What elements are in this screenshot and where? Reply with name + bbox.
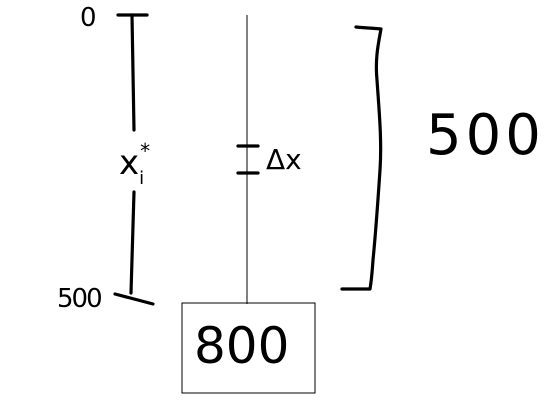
box-value-label: 800 (194, 317, 290, 375)
scale-top-label: 0 (80, 3, 97, 33)
left-scale (113, 13, 155, 306)
scale-upper-line (130, 13, 136, 132)
span-label: 500 (426, 103, 545, 168)
interval-label: Δx (266, 143, 302, 176)
value-box (181, 302, 316, 394)
variable-subscript: i (139, 168, 145, 189)
scale-bottom-label: 500 (57, 284, 103, 314)
span-bracket (340, 25, 383, 291)
variable-name: x (119, 143, 140, 183)
scale-bottom-tick (113, 292, 155, 306)
variable-superscript: * (140, 139, 151, 163)
variable-label: xi * (119, 141, 150, 188)
scale-lower-line (129, 190, 136, 295)
center-line (236, 15, 260, 304)
